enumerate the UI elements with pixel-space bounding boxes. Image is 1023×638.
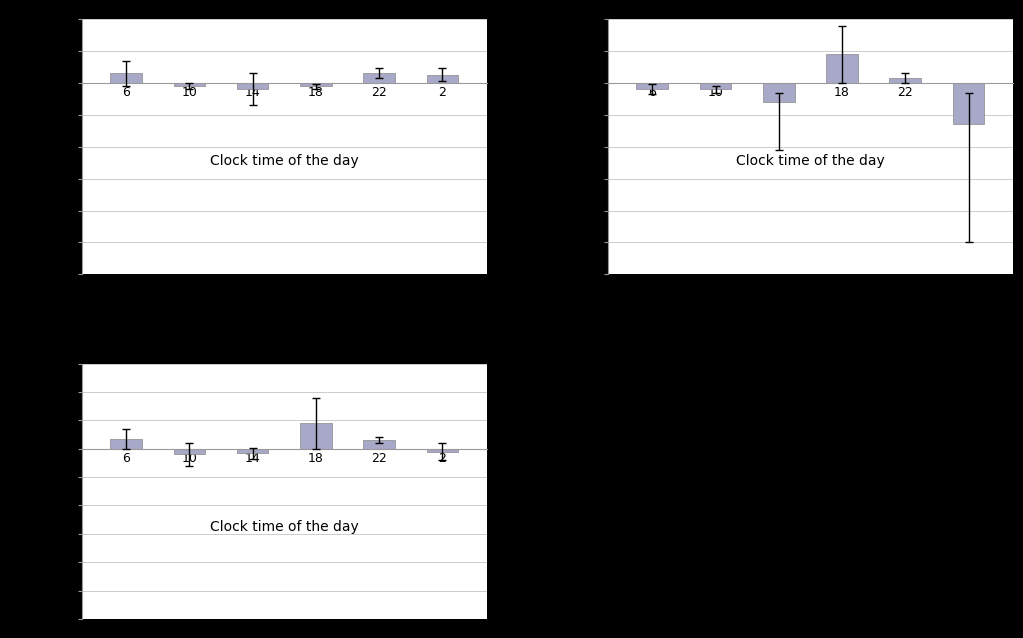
Title: E.fluviatile sampling-August 15th,2013: E.fluviatile sampling-August 15th,2013 xyxy=(662,0,959,14)
Y-axis label: mmol CO2  m-2 h-1: mmol CO2 m-2 h-1 xyxy=(18,424,33,559)
Y-axis label: mmol CO2  m-2 h-1: mmol CO2 m-2 h-1 xyxy=(545,79,559,214)
X-axis label: Clock time of the day: Clock time of the day xyxy=(210,520,359,534)
Bar xyxy=(236,83,268,89)
Bar xyxy=(300,83,331,86)
Bar xyxy=(427,75,458,83)
Bar xyxy=(952,83,984,124)
Bar xyxy=(763,83,795,102)
Bar xyxy=(427,449,458,452)
Title: E.fluviatile sampling-September 24th,2013: E.fluviatile sampling-September 24th,201… xyxy=(120,343,449,359)
X-axis label: Clock time of the day: Clock time of the day xyxy=(736,154,885,168)
Bar xyxy=(174,83,206,86)
Bar xyxy=(700,83,731,89)
Bar xyxy=(110,73,142,83)
Bar xyxy=(174,449,206,454)
Bar xyxy=(110,439,142,449)
Bar xyxy=(889,78,921,83)
Bar xyxy=(300,423,331,449)
Title: E.fluviatile sampling-July 30th-2013: E.fluviatile sampling-July 30th-2013 xyxy=(147,0,420,14)
Bar xyxy=(363,73,395,83)
Bar xyxy=(636,83,668,89)
Bar xyxy=(827,54,858,83)
Y-axis label: mmol CO2  m-2 h-1: mmol CO2 m-2 h-1 xyxy=(18,79,33,214)
X-axis label: Clock time of the day: Clock time of the day xyxy=(210,154,359,168)
Bar xyxy=(363,440,395,449)
Bar xyxy=(236,449,268,453)
